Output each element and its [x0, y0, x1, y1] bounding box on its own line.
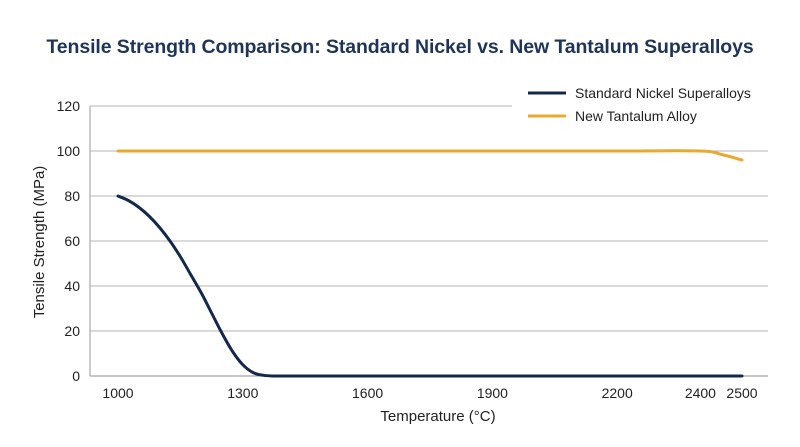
x-tick-label: 2400 [685, 385, 716, 401]
y-tick-label: 60 [64, 233, 80, 249]
x-tick-label: 1300 [227, 385, 258, 401]
x-tick-label: 2500 [726, 385, 757, 401]
y-tick-label: 120 [57, 98, 81, 114]
x-tick-label: 1000 [102, 385, 133, 401]
y-axis-ticks: 0 20 40 60 80 100 120 [57, 98, 81, 384]
y-tick-label: 40 [64, 278, 80, 294]
x-tick-label: 1900 [477, 385, 508, 401]
x-tick-label: 1600 [352, 385, 383, 401]
y-tick-label: 20 [64, 323, 80, 339]
gridlines [89, 105, 768, 377]
series-lines [116, 149, 744, 378]
x-tick-label: 2200 [602, 385, 633, 401]
x-axis-ticks: 1000 1300 1600 1900 2200 2400 2500 [102, 385, 757, 401]
x-axis-label: Temperature (°C) [380, 408, 495, 425]
series-line-0 [116, 194, 744, 378]
y-tick-label: 80 [64, 188, 80, 204]
y-tick-label: 0 [72, 368, 80, 384]
chart-title: Tensile Strength Comparison: Standard Ni… [46, 36, 754, 58]
legend-label-0: Standard Nickel Superalloys [575, 85, 751, 101]
series-line-1 [116, 149, 744, 162]
legend: Standard Nickel Superalloys New Tantalum … [528, 85, 751, 124]
y-tick-label: 100 [57, 143, 81, 159]
y-axis-label: Tensile Strength (MPa) [31, 166, 48, 319]
legend-label-1: New Tantalum Alloy [575, 108, 697, 124]
